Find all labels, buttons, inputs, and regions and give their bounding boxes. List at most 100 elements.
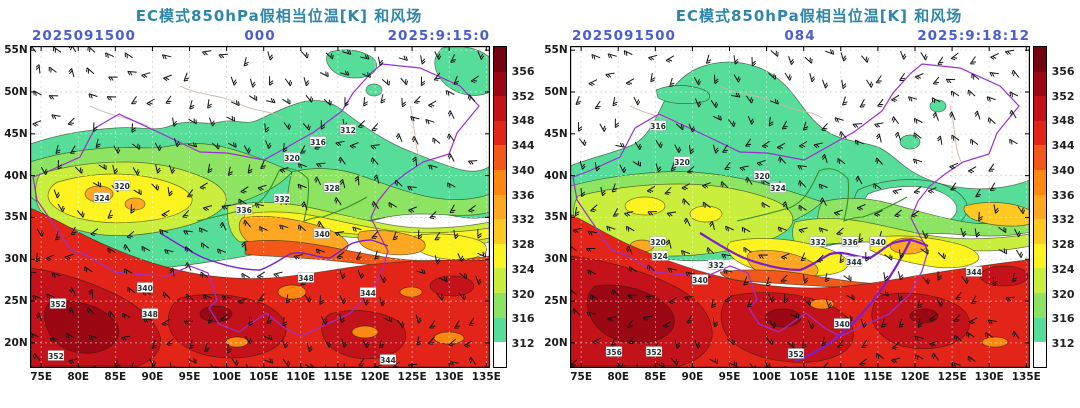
lon-tick-label: 90E [141, 371, 164, 383]
panel-title: EC模式850hPa假相当位温[K] 和风场 [135, 7, 423, 25]
lat-tick-label: 30N [4, 253, 28, 266]
lon-tick-label: 100E [212, 371, 242, 383]
lat-tick-label: 35N [544, 211, 568, 224]
lat-tick-label: 25N [4, 295, 28, 308]
colorbar-cell [493, 145, 506, 171]
colorbar-cell [1033, 342, 1046, 367]
contour-label: 320 [753, 170, 770, 181]
valid-time-label: 2025:9:18:12 [917, 28, 1030, 44]
lon-tick-label: 95E [718, 371, 741, 383]
contour-label: 356 [605, 346, 622, 357]
plot-area: 55N 50N 45N 40N 35N 30N 25N 20N 316 312 320 320 324… [0, 44, 540, 368]
svg-text:332: 332 [810, 238, 826, 247]
lon-tick-label: 115E [863, 371, 893, 383]
contour-label: 324 [93, 192, 110, 203]
contour-label: 324 [651, 250, 668, 261]
colorbar-scale [1032, 46, 1047, 368]
colorbar-tick-label: 348 [511, 114, 535, 128]
svg-text:356: 356 [606, 348, 622, 357]
contour-label: 340 [136, 282, 153, 293]
svg-text:352: 352 [50, 300, 66, 309]
contour-label: 352 [49, 298, 66, 309]
lon-axis: 75E 80E 85E 90E 95E 100E 105E 110E 115E 120E 125E 1… [570, 368, 1041, 390]
colorbar-tick-label: 320 [1051, 287, 1075, 301]
svg-text:320: 320 [284, 154, 300, 163]
colorbar-cell [493, 293, 506, 318]
svg-text:336: 336 [842, 238, 858, 247]
lat-tick-label: 20N [4, 336, 28, 349]
lat-tick-label: 55N [544, 44, 568, 57]
contour-label: 332 [809, 236, 826, 247]
colorbar-tick-label: 312 [1051, 337, 1075, 351]
contour-label: 352 [787, 348, 804, 359]
colorbar-tick-label: 356 [511, 64, 535, 78]
forecast-hour-label: 084 [784, 28, 816, 44]
colorbar-tick-label: 344 [511, 139, 535, 153]
contour-label: 336 [841, 236, 858, 247]
colorbar-tick-label: 324 [511, 262, 535, 276]
lat-tick-label: 20N [544, 336, 568, 349]
colorbar-cell [1033, 293, 1046, 318]
svg-text:324: 324 [652, 252, 668, 261]
lat-axis: 55N 50N 45N 40N 35N 30N 25N 20N [540, 44, 570, 368]
contour-label: 352 [47, 350, 64, 361]
lon-tick-label: 75E [570, 371, 593, 383]
yellow-river-line [736, 168, 907, 222]
map-svg: 316 312 320 320 324 328 332 336 340 340 344 344 348 3… [29, 46, 490, 368]
contour-label: 320 [649, 236, 666, 247]
colorbar-tick-label: 328 [1051, 238, 1075, 252]
colorbar-cell [493, 243, 506, 269]
svg-text:316: 316 [650, 122, 666, 131]
lat-tick-label: 45N [544, 127, 568, 140]
lat-tick-label: 50N [4, 86, 28, 98]
svg-text:312: 312 [340, 126, 356, 135]
contour-label: 332 [273, 193, 290, 204]
yangtze-river-line [699, 232, 929, 272]
lon-tick-label: 85E [644, 371, 667, 383]
plot-area: 55N 50N 45N 40N 35N 30N 25N 20N 316 320 320 324 320… [540, 44, 1080, 368]
colorbar-tick-label: 356 [1051, 64, 1075, 78]
svg-text:340: 340 [692, 276, 708, 285]
forecast-hour-label: 000 [244, 28, 276, 44]
contour-label: 344 [379, 354, 396, 365]
svg-text:320: 320 [114, 182, 130, 191]
lon-tick-label: 105E [249, 371, 279, 383]
contour-label: 324 [769, 182, 786, 193]
yangtze-river-line [159, 232, 388, 271]
colorbar-scale [492, 46, 507, 368]
colorbar-tick-label: 336 [511, 188, 535, 202]
colorbar-cell [1033, 47, 1046, 72]
lon-tick-label: 125E [937, 371, 967, 383]
contour-label: 340 [313, 228, 330, 239]
contour-label: 348 [297, 272, 314, 283]
colorbar-tick-label: 340 [1051, 163, 1075, 177]
lat-axis: 55N 50N 45N 40N 35N 30N 25N 20N [0, 44, 30, 368]
lon-tick-label: 110E [826, 371, 856, 383]
init-time-label: 2025091500 [572, 28, 676, 44]
lon-tick-label: 105E [789, 371, 819, 383]
lon-tick-label: 135E [1011, 371, 1041, 383]
map-canvas: 316 312 320 320 324 328 332 336 340 340 344 344 348 3… [29, 46, 490, 368]
contour-label: 344 [845, 256, 862, 267]
colorbar-tick-label: 332 [511, 213, 535, 227]
lon-tick-label: 95E [178, 371, 201, 383]
lon-tick-label: 135E [471, 371, 501, 383]
svg-text:320: 320 [754, 172, 770, 181]
contour-label: 316 [309, 136, 326, 147]
lon-tick-label: 80E [607, 371, 630, 383]
svg-text:340: 340 [834, 320, 850, 329]
weather-map-panel-forecast-84h: EC模式850hPa假相当位温[K] 和风场 2025091500 084 20… [540, 0, 1080, 408]
colorbar-cell [493, 317, 506, 343]
lon-tick-label: 115E [323, 371, 353, 383]
lon-tick-label: 120E [360, 371, 390, 383]
contour-label: 316 [649, 120, 666, 131]
contour-label: 348 [141, 308, 158, 319]
colorbar-tick-label: 324 [1051, 262, 1075, 276]
colorbar-cell [493, 219, 506, 244]
colorbar-cell [493, 47, 506, 72]
colorbar-tick-label: 312 [511, 337, 535, 351]
contour-label: 340 [691, 274, 708, 285]
contour-label: 352 [645, 346, 662, 357]
colorbar-cell [1033, 243, 1046, 269]
